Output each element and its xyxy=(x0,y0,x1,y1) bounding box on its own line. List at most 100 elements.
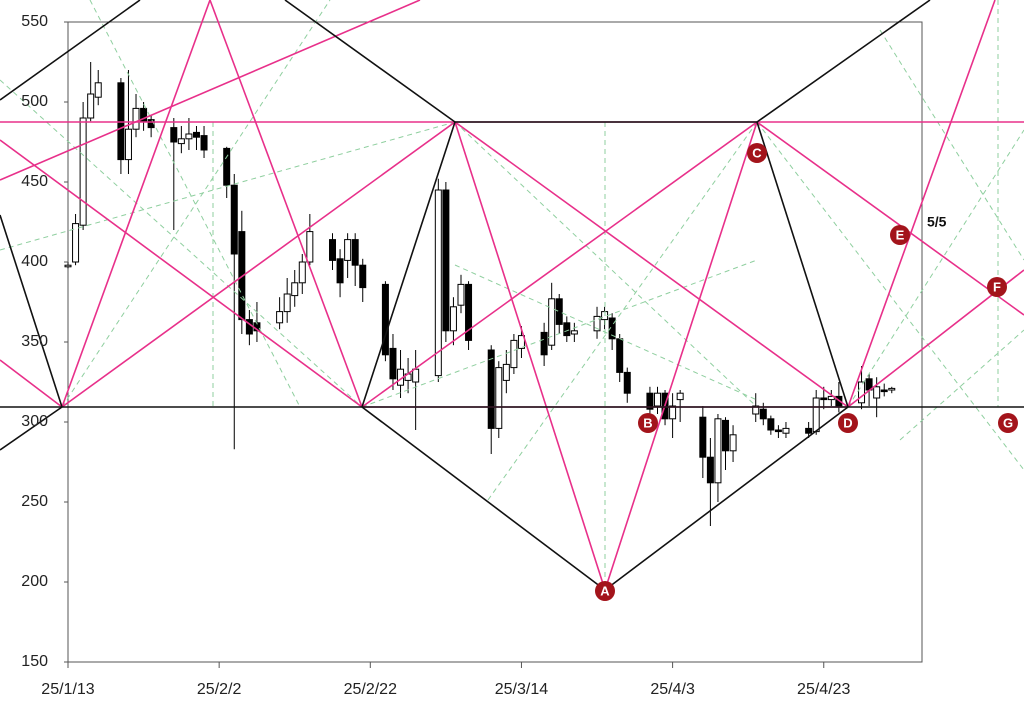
x-tick-label: 25/3/14 xyxy=(495,681,548,698)
candle-body xyxy=(873,386,881,399)
candle-body xyxy=(517,335,525,349)
candle-body xyxy=(774,429,782,433)
y-tick-label: 550 xyxy=(21,13,48,30)
candle-body xyxy=(593,315,601,332)
candle-body xyxy=(510,339,518,369)
x-tick-label: 25/4/23 xyxy=(797,681,850,698)
candle-body xyxy=(548,298,556,346)
x-tick-label: 25/1/13 xyxy=(41,681,94,698)
candle-body xyxy=(132,107,140,130)
point-marker xyxy=(998,413,1018,433)
candle-body xyxy=(336,258,344,284)
point-marker xyxy=(987,277,1007,297)
axes: 150 200 250 300 350 400 450 500 550 25/1/13 25/2/2… xyxy=(21,13,850,698)
y-tick-label: 200 xyxy=(21,573,48,590)
candle-body xyxy=(752,405,760,415)
x-tick-label: 25/2/2 xyxy=(197,681,242,698)
candle-body xyxy=(669,405,677,420)
y-tick-label: 450 xyxy=(21,173,48,190)
candle-body xyxy=(79,117,87,226)
y-tick-label: 300 xyxy=(21,413,48,430)
candle-body xyxy=(858,381,866,404)
candle-body xyxy=(283,293,291,313)
candle-body xyxy=(653,392,661,407)
y-tick-label: 250 xyxy=(21,493,48,510)
point-label: G xyxy=(1003,415,1013,430)
candle-body xyxy=(230,184,238,255)
y-tick-label: 500 xyxy=(21,93,48,110)
candle-body xyxy=(759,408,767,420)
point-label: F xyxy=(993,279,1001,294)
point-marker xyxy=(838,413,858,433)
candle-body xyxy=(487,349,495,429)
candle-body xyxy=(124,128,132,161)
candle-body xyxy=(563,322,571,337)
candle-body xyxy=(646,392,654,410)
y-tick-label: 150 xyxy=(21,653,48,670)
candle-body xyxy=(329,239,337,261)
candle-body xyxy=(359,264,367,289)
candle-body xyxy=(238,231,246,321)
point-label: C xyxy=(752,145,762,160)
candle-body xyxy=(465,283,473,341)
y-tick-label: 350 xyxy=(21,333,48,350)
candle-body xyxy=(298,261,306,284)
candle-body xyxy=(381,283,389,356)
candle-body xyxy=(351,239,359,266)
frame-lines xyxy=(0,0,1024,591)
point-label: D xyxy=(843,415,852,430)
candle-body xyxy=(706,456,714,484)
candle-body xyxy=(495,367,503,429)
candle-body xyxy=(540,331,548,356)
candle-body xyxy=(434,189,442,377)
candle-body xyxy=(623,371,631,394)
candle-body xyxy=(767,418,775,431)
candle-body xyxy=(170,127,178,143)
x-tick-label: 25/4/3 xyxy=(650,681,695,698)
candle-body xyxy=(64,264,72,268)
point-marker xyxy=(747,143,767,163)
point-label: A xyxy=(600,583,610,598)
candle-body xyxy=(616,338,624,373)
annotations: A B C D E F G 5/5 xyxy=(595,143,1018,601)
candle-body xyxy=(570,330,578,335)
candle-body xyxy=(223,147,231,186)
candle-body xyxy=(344,239,352,261)
candle-body xyxy=(185,133,193,140)
candle-body xyxy=(200,135,208,151)
annotation: 5/5 xyxy=(927,214,947,230)
candle-body xyxy=(72,223,80,263)
y-tick-label: 400 xyxy=(21,253,48,270)
candle-body xyxy=(555,298,563,325)
candle-body xyxy=(177,138,185,145)
candle-body xyxy=(880,389,888,393)
fan-lines xyxy=(0,0,1024,591)
plot-frame xyxy=(67,21,923,663)
candle-body xyxy=(782,427,790,434)
candle-body xyxy=(87,93,95,119)
candle-body xyxy=(812,397,820,433)
point-marker xyxy=(595,581,615,601)
point-marker xyxy=(638,413,658,433)
candle-body xyxy=(608,317,616,340)
candle-body xyxy=(192,131,200,138)
candle-body xyxy=(699,416,707,458)
candle-body xyxy=(820,397,828,401)
candle-body xyxy=(306,231,314,263)
candle-body xyxy=(412,368,420,383)
point-marker xyxy=(890,225,910,245)
candle-body xyxy=(457,283,465,306)
candle-body xyxy=(449,306,457,332)
candle-body xyxy=(276,311,284,324)
candle-body xyxy=(805,427,813,434)
candle-body xyxy=(722,419,730,452)
point-label: B xyxy=(643,415,652,430)
candle-body xyxy=(729,434,737,452)
candle-body xyxy=(442,189,450,332)
candle-body xyxy=(94,82,102,98)
point-label: E xyxy=(896,227,905,242)
candle-body xyxy=(502,363,510,381)
guide-lines xyxy=(0,0,1024,590)
x-tick-label: 25/2/22 xyxy=(344,681,397,698)
